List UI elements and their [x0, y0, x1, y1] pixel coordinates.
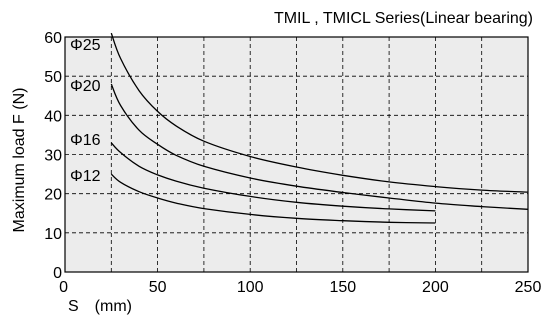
y-tick-label: 10	[44, 226, 62, 243]
y-axis-title: Maximum load F (N)	[11, 88, 28, 233]
x-tick-label: 250	[515, 279, 542, 296]
chart-title: TMIL , TMICL Series(Linear bearing)	[274, 10, 533, 27]
series-label-1: Φ25	[70, 37, 101, 54]
x-tick-label: 200	[422, 279, 449, 296]
y-tick-label: 40	[44, 108, 62, 125]
x-tick-label: 150	[329, 279, 356, 296]
series-label-3: Φ16	[70, 132, 101, 149]
plot-frame	[64, 36, 529, 273]
y-tick-label: 20	[44, 187, 62, 204]
y-tick-label: 60	[44, 30, 62, 47]
x-axis-title: S (mm)	[68, 298, 132, 315]
x-tick-label: 100	[237, 279, 264, 296]
series-line-3	[110, 142, 436, 212]
series-line-4	[110, 173, 436, 224]
y-tick-label: 50	[44, 69, 62, 86]
y-tick-label: 0	[53, 265, 62, 282]
series-line-1	[110, 32, 529, 193]
x-tick-label: 50	[149, 279, 167, 296]
x-tick-label: 0	[59, 279, 68, 296]
plot-area: 0 50 100 150 200 250 0 10 20 30 40 50 60 Φ25 Φ20 Φ16 Φ12	[44, 30, 541, 296]
series-line-2	[110, 83, 529, 210]
series-label-4: Φ12	[70, 168, 101, 185]
series-label-2: Φ20	[70, 78, 101, 95]
y-tick-label: 30	[44, 148, 62, 165]
